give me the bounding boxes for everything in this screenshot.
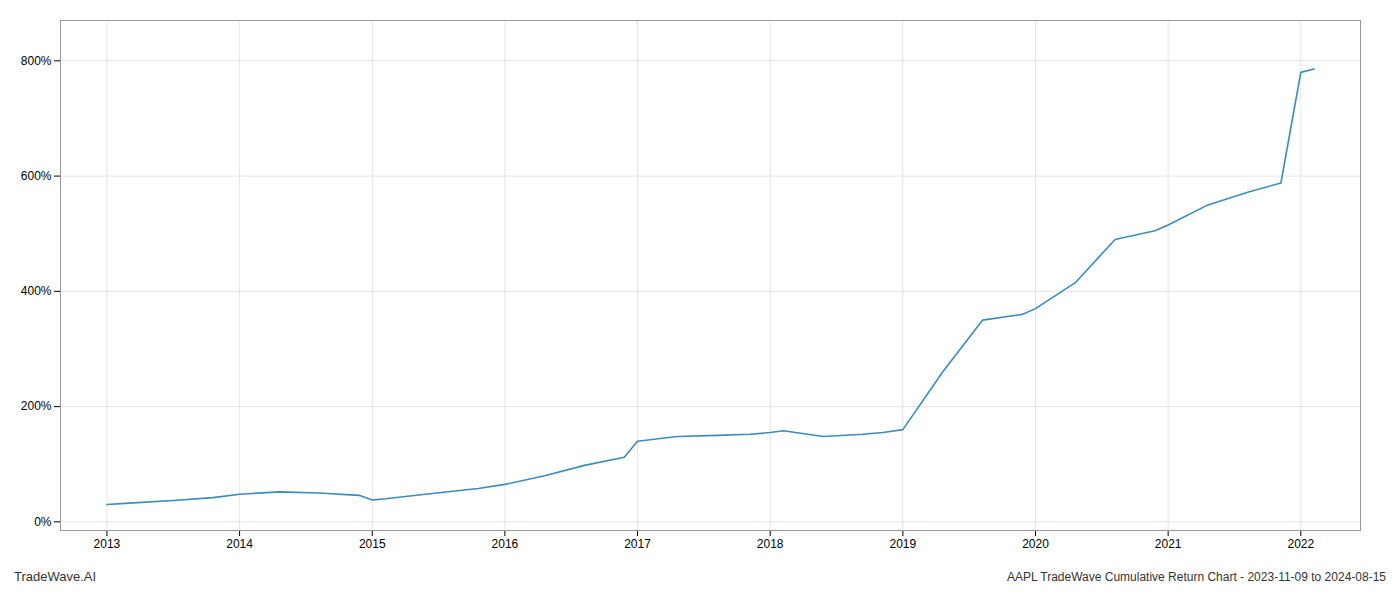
html-text:TradeWave.AI: TradeWave.AI <box>14 569 97 584</box>
svg-text:2020: 2020 <box>1022 537 1049 551</box>
svg-text:2017: 2017 <box>624 537 651 551</box>
svg-text:600%: 600% <box>21 169 52 183</box>
svg-text:800%: 800% <box>21 54 52 68</box>
svg-text:200%: 200% <box>21 399 52 413</box>
svg-text:2013: 2013 <box>94 537 121 551</box>
svg-text:2014: 2014 <box>226 537 253 551</box>
svg-text:400%: 400% <box>21 284 52 298</box>
svg-text:2019: 2019 <box>889 537 916 551</box>
svg-text:2015: 2015 <box>359 537 386 551</box>
svg-text:2016: 2016 <box>492 537 519 551</box>
svg-text:2018: 2018 <box>757 537 784 551</box>
svg-text:2022: 2022 <box>1287 537 1314 551</box>
svg-text:2021: 2021 <box>1155 537 1182 551</box>
svg-text:0%: 0% <box>34 515 52 529</box>
html-text:AAPL TradeWave Cumulative Retu: AAPL TradeWave Cumulative Return Chart -… <box>1006 569 1386 584</box>
